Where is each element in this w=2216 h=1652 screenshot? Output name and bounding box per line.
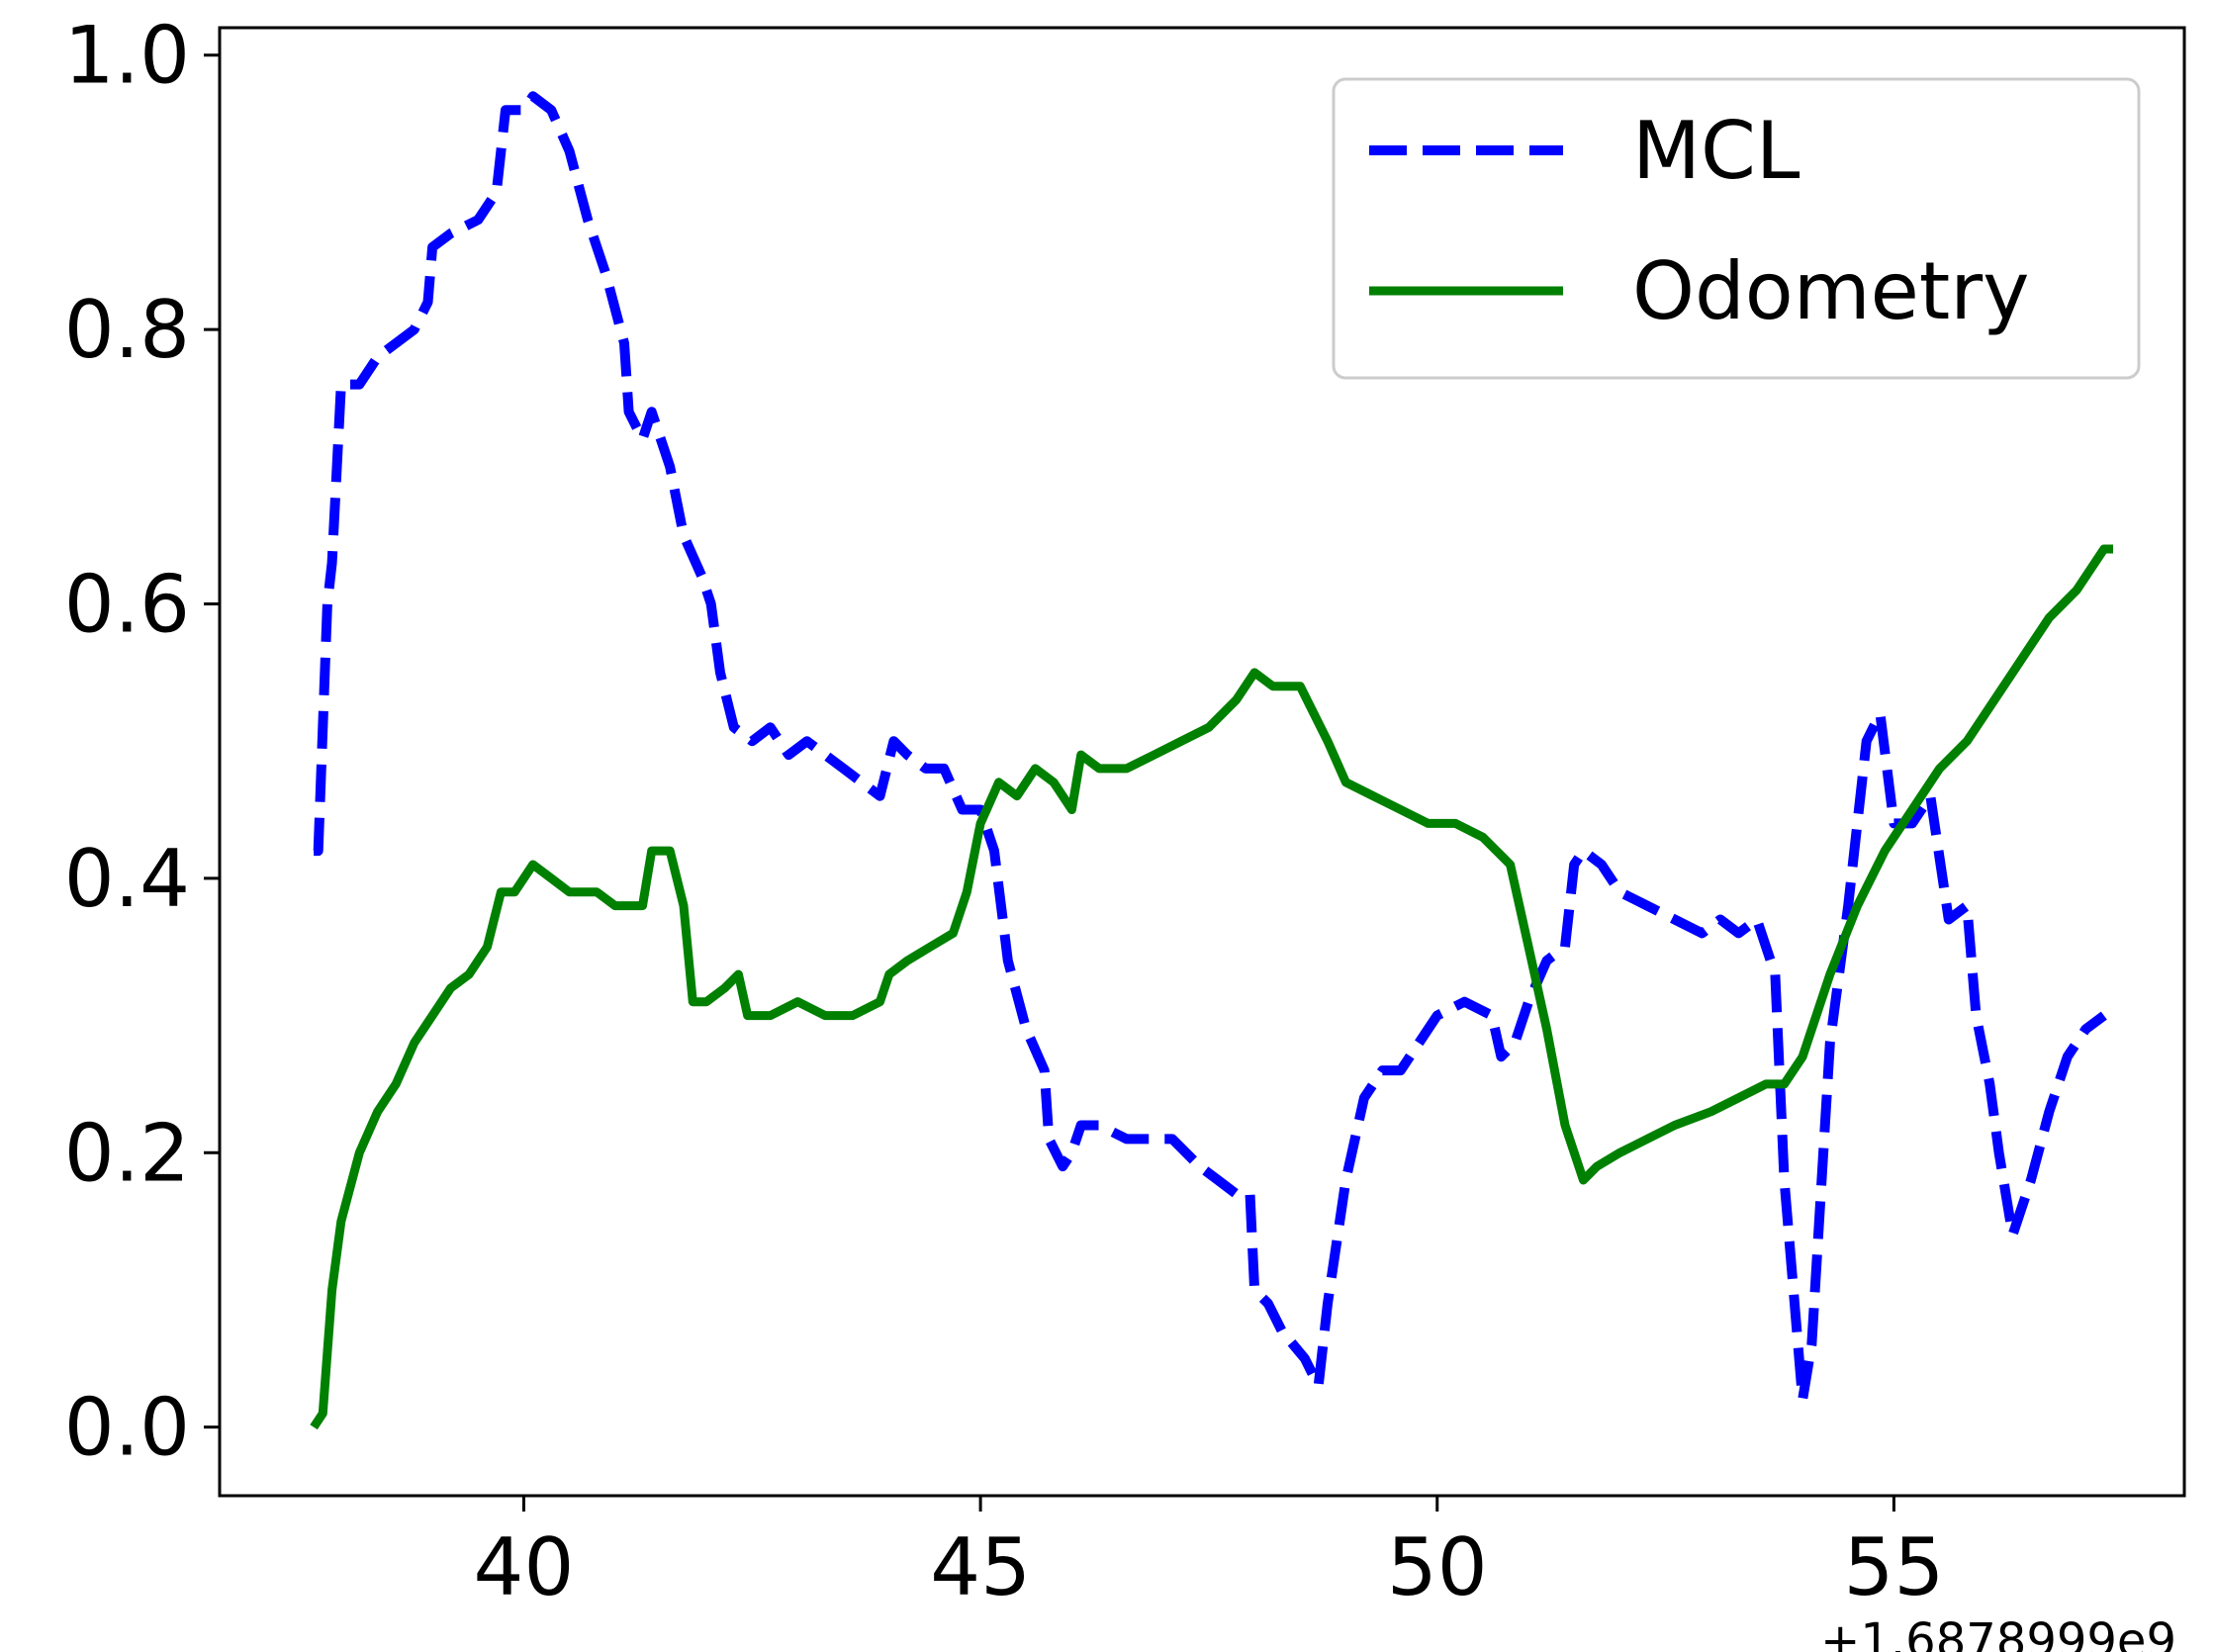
y-tick-label-0.2: 0.2: [64, 1107, 190, 1199]
series-line-mcl: [313, 91, 2107, 1405]
plot-frame: [218, 26, 2186, 1498]
series-layer: [310, 91, 2113, 1430]
series-line-odometry: [310, 544, 2113, 1430]
axes: 40 45 50 55 0.0 0.2 0.4 0.6 0.8 1.0: [64, 10, 2186, 1613]
legend-label-odometry: Odometry: [1632, 245, 2029, 337]
x-tick-label-45: 45: [930, 1521, 1031, 1613]
x-tick-label-50: 50: [1387, 1521, 1488, 1613]
y-tick-label-0.4: 0.4: [64, 833, 190, 925]
legend: MCL Odometry: [1332, 77, 2141, 380]
x-tick-label-55: 55: [1843, 1521, 1944, 1613]
y-tick-label-1.0: 1.0: [64, 10, 190, 102]
y-tick-label-0.8: 0.8: [64, 284, 190, 376]
x-offset-label: +1.6878999e9: [1820, 1613, 2176, 1652]
y-tick-label-0.0: 0.0: [64, 1382, 190, 1474]
legend-label-mcl: MCL: [1632, 105, 1800, 197]
y-tick-label-0.6: 0.6: [64, 559, 190, 651]
x-tick-label-40: 40: [474, 1521, 575, 1613]
